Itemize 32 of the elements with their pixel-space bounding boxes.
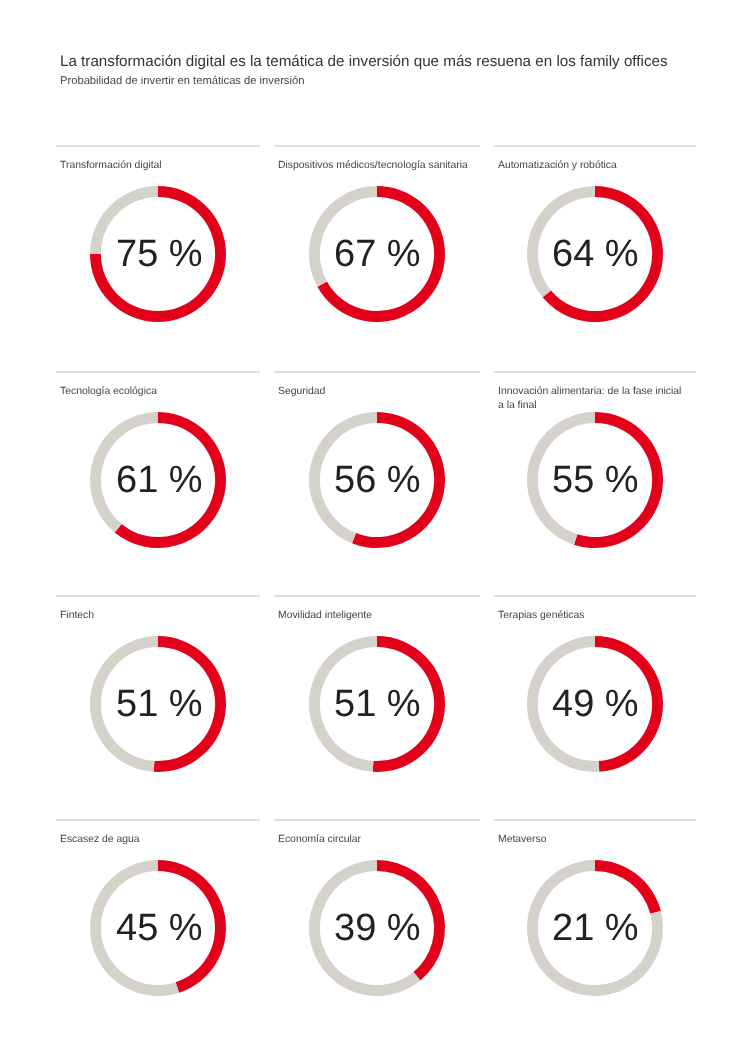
- donut-slice: [309, 412, 377, 544]
- donut-slice: [309, 860, 421, 996]
- donut-slice: [372, 636, 445, 772]
- donut-slice: [527, 412, 595, 545]
- donut-slice: [114, 412, 226, 548]
- text: 67 %: [334, 234, 421, 276]
- donut-slice: [309, 636, 377, 772]
- donut-slice: [158, 860, 226, 993]
- donut-slice: [309, 186, 377, 287]
- text: 21 %: [552, 908, 639, 950]
- donut-slice: [542, 186, 663, 322]
- text: 75 %: [116, 234, 203, 276]
- donut-slice: [377, 860, 445, 981]
- donut-slice: [527, 636, 600, 772]
- text: 51 %: [116, 684, 203, 726]
- donut-slice: [90, 636, 158, 772]
- donut-slice: [595, 860, 661, 914]
- text: 55 %: [552, 460, 639, 502]
- text: 45 %: [116, 908, 203, 950]
- text: 56 %: [334, 460, 421, 502]
- donut-slice: [90, 186, 226, 322]
- donut-slice: [595, 636, 663, 772]
- donut-slice: [527, 186, 595, 298]
- text: 39 %: [334, 908, 421, 950]
- text: 61 %: [116, 460, 203, 502]
- donut-slice: [317, 186, 445, 322]
- text: 64 %: [552, 234, 639, 276]
- donut-slice: [90, 412, 158, 533]
- text: 49 %: [552, 684, 639, 726]
- donut-slice: [153, 636, 226, 772]
- text: 51 %: [334, 684, 421, 726]
- donut-slice: [527, 860, 663, 996]
